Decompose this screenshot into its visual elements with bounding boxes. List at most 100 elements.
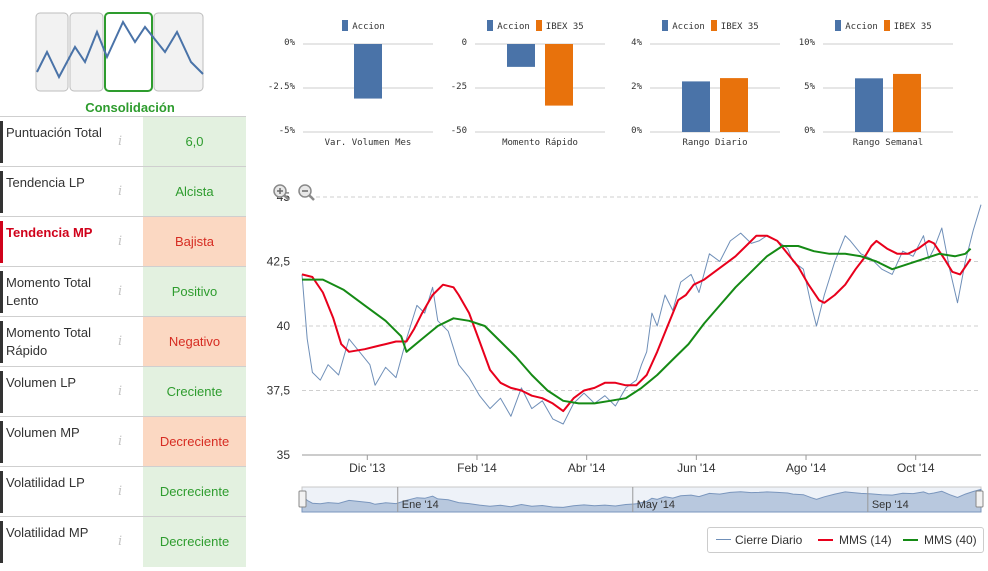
x-tick-label: Ago '14 [786, 461, 827, 475]
bar-accion[interactable] [354, 44, 382, 99]
indicator-row: Volumen MP i Decreciente [0, 416, 246, 467]
info-icon[interactable]: i [118, 534, 123, 549]
info-icon[interactable]: i [118, 184, 123, 199]
mini-plot [823, 43, 953, 133]
legend-swatch [342, 20, 349, 31]
y-tick-label: -50 [450, 126, 467, 136]
mini-legend: Accion IBEX 35 [620, 20, 795, 32]
info-icon[interactable]: i [118, 384, 123, 399]
navigator-left-handle[interactable] [298, 490, 307, 508]
bar-ibex[interactable] [545, 44, 573, 106]
stage-thumbnail-icon [35, 12, 205, 100]
y-tick-label: 0% [804, 126, 815, 136]
legend-label: IBEX 35 [545, 22, 584, 32]
series-line-1[interactable] [301, 234, 972, 413]
info-icon[interactable]: i [118, 434, 123, 449]
indicator-row: Tendencia LP i Alcista [0, 166, 246, 217]
zoom-in-icon[interactable] [273, 184, 290, 201]
legend-label: Accion [352, 22, 385, 32]
legend-item[interactable]: MMS (14) [839, 533, 892, 547]
mini-legend: Accion IBEX 35 [793, 20, 968, 32]
bar-ibex[interactable] [720, 78, 748, 132]
price-chart-legend: Cierre Diario MMS (14) MMS (40) [707, 527, 984, 553]
legend-swatch [883, 20, 890, 31]
info-icon[interactable]: i [118, 484, 123, 499]
legend-swatch [710, 20, 717, 31]
bar-ibex[interactable] [893, 73, 921, 132]
legend-swatch [662, 20, 669, 31]
y-tick-label: 4% [631, 38, 642, 48]
indicator-value: Bajista [143, 217, 246, 267]
y-tick-label: 5% [804, 82, 815, 92]
legend-line [818, 539, 833, 541]
info-icon[interactable]: i [118, 284, 123, 299]
indicator-label: Volatilidad MP [6, 525, 89, 540]
indicator-marker [0, 271, 3, 313]
indicator-value: Negativo [143, 317, 246, 367]
mini-x-label: Rango Diario [682, 138, 748, 148]
navigator-right-handle[interactable] [975, 490, 984, 508]
bar-accion[interactable] [682, 81, 710, 132]
mini-chart: Accion IBEX 35 4% 2% 0% Rango Diario [620, 0, 795, 160]
navigator-tick-label: May '14 [637, 499, 675, 511]
series-line-0[interactable] [301, 204, 982, 425]
indicator-label: Tendencia LP [6, 175, 85, 190]
y-tick-label: 0% [284, 38, 295, 48]
info-icon[interactable]: i [118, 134, 123, 149]
legend-label: Accion [672, 22, 705, 32]
bar-accion[interactable] [507, 44, 535, 67]
y-tick-label: 0% [631, 126, 642, 136]
info-icon[interactable]: i [118, 234, 123, 249]
mini-x-label: Var. Volumen Mes [324, 138, 412, 148]
x-tick-label: Dic '13 [349, 461, 386, 475]
mini-legend: Accion [273, 20, 448, 32]
indicator-marker [0, 471, 3, 513]
y-tick-label: 42,5 [267, 255, 291, 269]
series-line-2[interactable] [302, 245, 972, 405]
indicator-row: Volatilidad MP i Decreciente [0, 516, 246, 567]
indicator-marker [0, 171, 3, 213]
indicator-row: Volumen LP i Creciente [0, 366, 246, 417]
mini-plot [650, 43, 780, 133]
y-tick-label: 37,5 [267, 384, 291, 398]
navigator-tick-label: Ene '14 [402, 499, 439, 511]
legend-label: IBEX 35 [893, 22, 932, 32]
indicator-label: Tendencia MP [6, 225, 93, 240]
indicator-label: Volumen MP [6, 425, 80, 440]
legend-item[interactable]: Cierre Diario [735, 533, 803, 547]
indicator-label: Momento Total Rápido [6, 325, 92, 358]
y-tick-label: 35 [277, 448, 291, 462]
indicator-value: 6,0 [143, 117, 246, 167]
indicator-value: Decreciente [143, 417, 246, 467]
bar-accion[interactable] [855, 78, 883, 132]
y-tick-label: 40 [277, 319, 291, 333]
zoom-out-icon[interactable] [298, 184, 315, 201]
legend-swatch [535, 20, 542, 31]
y-tick-label: 10% [798, 38, 815, 48]
indicator-marker [0, 121, 3, 163]
legend-label: Accion [845, 22, 878, 32]
legend-label: Accion [497, 22, 530, 32]
indicator-marker [0, 321, 3, 363]
y-tick-label: 0 [461, 38, 467, 48]
legend-item[interactable]: MMS (40) [924, 533, 977, 547]
indicator-value: Decreciente [143, 517, 246, 567]
mini-plot [303, 43, 433, 133]
mini-legend: Accion IBEX 35 [445, 20, 620, 32]
legend-line [903, 539, 918, 541]
x-tick-label: Jun '14 [677, 461, 716, 475]
stage-label: Consolidación [85, 100, 175, 115]
indicator-label: Puntuación Total [6, 125, 102, 140]
indicator-marker [0, 421, 3, 463]
info-icon[interactable]: i [118, 334, 123, 349]
x-tick-label: Abr '14 [568, 461, 606, 475]
range-navigator[interactable]: Ene '14 May '14 Sep '14 [298, 486, 984, 513]
indicator-marker [0, 371, 3, 413]
mini-chart: Accion IBEX 35 10% 5% 0% Rango Semanal [793, 0, 968, 160]
indicator-value: Creciente [143, 367, 246, 417]
indicator-row: Puntuación Total i 6,0 [0, 116, 246, 167]
indicator-value: Positivo [143, 267, 246, 317]
indicator-row: Momento Total Lento i Positivo [0, 266, 246, 317]
indicator-row: Momento Total Rápido i Negativo [0, 316, 246, 367]
